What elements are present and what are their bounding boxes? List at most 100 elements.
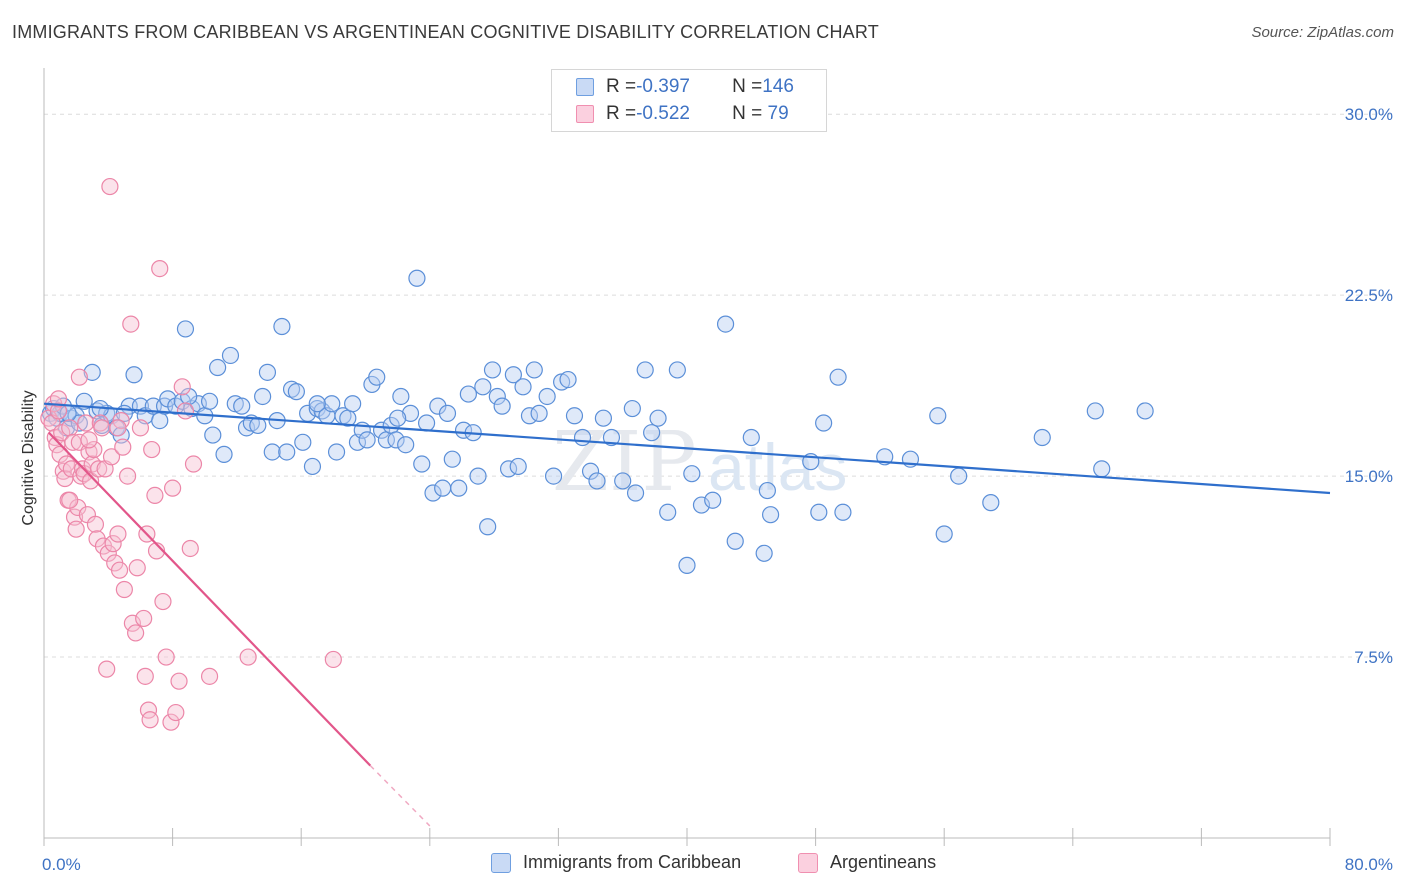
argentinean-point bbox=[157, 648, 175, 666]
argentinean-point bbox=[77, 414, 95, 432]
legend-item-caribbean[interactable]: Immigrants from Caribbean bbox=[491, 852, 741, 873]
argentinean-point bbox=[80, 431, 98, 449]
argentinean-point bbox=[176, 402, 195, 420]
caribbean-point bbox=[474, 378, 492, 396]
caribbean-point bbox=[438, 404, 457, 422]
argentinean-point bbox=[109, 419, 127, 437]
argentinean-point bbox=[141, 711, 159, 729]
argentinean-point bbox=[118, 467, 137, 485]
caribbean-point bbox=[488, 387, 506, 406]
legend-label-caribbean: Immigrants from Caribbean bbox=[523, 852, 742, 872]
argentinean-point bbox=[99, 544, 117, 562]
legend-row-caribbean: R = -0.397 N = 146 bbox=[576, 74, 794, 100]
argentinean-point bbox=[85, 440, 103, 459]
caribbean-point bbox=[678, 556, 696, 574]
caribbean-point bbox=[204, 426, 222, 444]
y-tick-label: 15.0% bbox=[1345, 467, 1393, 486]
caribbean-point bbox=[643, 424, 661, 442]
caribbean-point bbox=[514, 378, 532, 396]
argentinean-point bbox=[143, 440, 161, 459]
caribbean-point bbox=[83, 363, 101, 381]
y-tick-label: 7.5% bbox=[1354, 648, 1393, 667]
caribbean-point bbox=[758, 481, 776, 500]
argentinean-point bbox=[164, 479, 182, 497]
argentinean-point bbox=[49, 402, 68, 420]
caribbean-point bbox=[659, 503, 677, 521]
argentinean-point bbox=[170, 672, 188, 690]
caribbean-point bbox=[1136, 402, 1154, 420]
caribbean-point bbox=[221, 346, 240, 365]
argentinean-point bbox=[128, 559, 146, 577]
argentinean-point bbox=[131, 419, 150, 437]
axes bbox=[43, 68, 1331, 846]
caribbean-point bbox=[303, 457, 322, 476]
caribbean-point bbox=[389, 409, 407, 427]
caribbean-point bbox=[413, 455, 431, 473]
argentinean-point bbox=[93, 419, 111, 437]
legend-item-argentineans[interactable]: Argentineans bbox=[798, 852, 936, 873]
legend-row-argentineans: R = -0.522 N = 79 bbox=[576, 101, 789, 127]
caribbean-point bbox=[1033, 428, 1051, 447]
argentinean-point bbox=[57, 455, 76, 473]
argentinean-point bbox=[61, 419, 79, 437]
caribbean-point bbox=[544, 467, 563, 485]
watermark-atlas: atlas bbox=[708, 430, 847, 504]
caribbean-point bbox=[180, 387, 198, 406]
series-caribbean-points bbox=[41, 269, 1154, 574]
caribbean-point bbox=[258, 363, 277, 381]
caribbean-point bbox=[344, 395, 362, 413]
argentinean-point bbox=[115, 580, 133, 599]
chart-title: IMMIGRANTS FROM CARIBBEAN VS ARGENTINEAN… bbox=[12, 22, 879, 42]
caribbean-point bbox=[176, 320, 195, 338]
caribbean-point bbox=[323, 395, 341, 413]
argentinean-point bbox=[90, 460, 108, 478]
watermark-zip: ZIP bbox=[552, 415, 697, 510]
legend-n-label: N = bbox=[732, 76, 763, 97]
series-argentineans-points bbox=[40, 177, 342, 731]
argentinean-point bbox=[151, 260, 169, 278]
caribbean-point bbox=[810, 503, 828, 521]
caribbean-point bbox=[602, 428, 621, 447]
caribbean-point bbox=[1086, 402, 1104, 420]
argentinean-point bbox=[98, 660, 116, 678]
caribbean-point bbox=[726, 532, 744, 550]
legend-swatch-blue bbox=[576, 78, 594, 96]
caribbean-point bbox=[327, 443, 346, 461]
caribbean-point bbox=[692, 496, 711, 514]
argentinean-point bbox=[102, 448, 121, 466]
argentinean-point bbox=[104, 535, 122, 553]
tick-labels: 7.5% 15.0% 22.5% 30.0% 0.0% 80.0% bbox=[42, 105, 1393, 874]
caribbean-point bbox=[287, 383, 305, 401]
argentinean-point bbox=[200, 667, 219, 685]
argentinean-point bbox=[53, 424, 71, 442]
caribbean-point bbox=[636, 361, 654, 379]
caribbean-point bbox=[525, 361, 543, 379]
caribbean-point bbox=[434, 479, 452, 497]
caribbean-point bbox=[704, 491, 722, 509]
caribbean-point bbox=[815, 414, 833, 432]
caribbean-point bbox=[573, 428, 592, 447]
caribbean-point bbox=[479, 518, 497, 536]
grid-lines bbox=[44, 113, 1392, 658]
caribbean-point bbox=[417, 414, 436, 432]
caribbean-point bbox=[397, 436, 415, 454]
argentinean-point bbox=[123, 614, 142, 632]
source-label: Source: ZipAtlas.com bbox=[1251, 24, 1394, 41]
caribbean-point bbox=[368, 368, 386, 386]
trend-line-caribbean bbox=[43, 402, 1331, 495]
caribbean-point bbox=[1093, 460, 1111, 478]
caribbean-point bbox=[668, 361, 686, 379]
argentinean-point bbox=[114, 438, 132, 456]
caribbean-point bbox=[200, 392, 219, 410]
caribbean-point bbox=[683, 465, 701, 483]
legend-swatch-pink bbox=[576, 105, 594, 123]
caribbean-point bbox=[215, 445, 233, 463]
caribbean-point bbox=[538, 387, 556, 406]
caribbean-point bbox=[278, 443, 296, 461]
legend-r-label: R = bbox=[606, 103, 637, 124]
caribbean-point bbox=[483, 361, 502, 379]
caribbean-point bbox=[565, 407, 584, 425]
legend-r-label: R = bbox=[606, 76, 637, 97]
argentinean-point bbox=[239, 648, 257, 666]
legend-n-label: N = bbox=[732, 103, 763, 124]
